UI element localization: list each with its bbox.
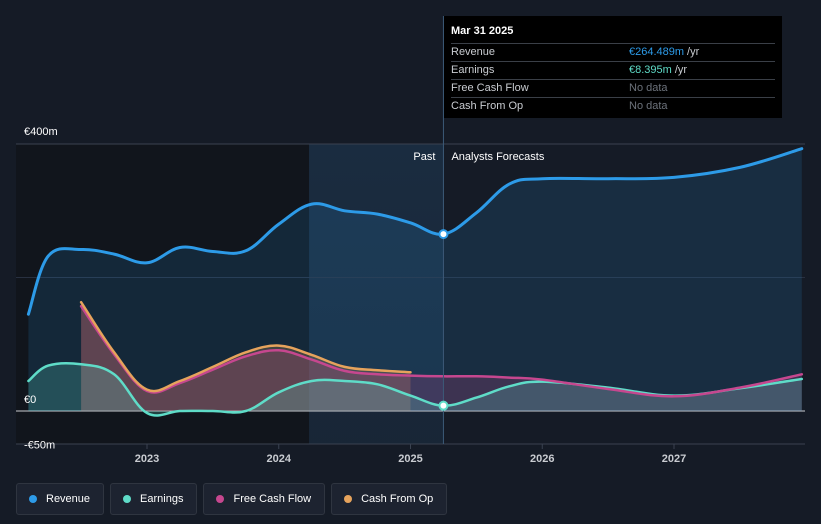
tooltip-panel: Mar 31 2025 Revenue €264.489m /yr Earnin… [444, 16, 782, 118]
tooltip-row-revenue: Revenue €264.489m /yr [451, 43, 775, 61]
tooltip-label: Earnings [451, 64, 495, 76]
tooltip-unit: /yr [674, 64, 688, 76]
legend-item-cash-from-op[interactable]: Cash From Op [331, 483, 448, 515]
tooltip-label: Revenue [451, 46, 496, 58]
x-tick-label: 2023 [135, 453, 159, 465]
free-cash-flow-line [79, 304, 804, 398]
legend-label: Revenue [46, 493, 91, 505]
x-tick-label: 2026 [530, 453, 554, 465]
tooltip-value: €8.395m [629, 64, 672, 76]
revenue-highlight-point [438, 229, 449, 240]
tooltip-value: €264.489m [629, 46, 685, 58]
revenue-area [28, 148, 802, 411]
past-highlight-band [309, 144, 444, 444]
tooltip-unit: /yr [687, 46, 700, 58]
legend-dot-icon [29, 495, 37, 503]
x-axis-labels: 2023 2024 2025 2026 2027 [135, 444, 686, 465]
tooltip-label: Cash From Op [451, 100, 524, 112]
y-axis-labels: €400m €0 -€50m [24, 126, 58, 451]
x-tick-label: 2027 [662, 453, 686, 465]
x-tick-label: 2025 [398, 453, 422, 465]
past-label: Past [413, 151, 435, 163]
tooltip-value: No data [629, 100, 668, 112]
forecast-label: Analysts Forecasts [451, 151, 544, 163]
legend-item-revenue[interactable]: Revenue [16, 483, 105, 515]
legend-label: Free Cash Flow [233, 493, 312, 505]
legend-label: Earnings [140, 493, 184, 505]
chart-legend: Revenue Earnings Free Cash Flow Cash Fro… [16, 483, 448, 515]
x-tick-label: 2024 [267, 453, 292, 465]
cash-from-op-line [79, 300, 412, 393]
tooltip-label: Free Cash Flow [451, 82, 529, 94]
earnings-area [28, 363, 802, 416]
revenue-line [26, 147, 804, 316]
legend-dot-icon [344, 495, 353, 503]
tooltip-row-free-cash-flow: Free Cash Flow No data [451, 79, 775, 97]
free-cash-flow-area [81, 306, 802, 411]
y-tick-label: €400m [24, 126, 58, 138]
y-tick-label: -€50m [24, 439, 55, 451]
legend-item-free-cash-flow[interactable]: Free Cash Flow [203, 483, 326, 515]
legend-dot-icon [123, 495, 132, 503]
plot-background-history [16, 144, 310, 444]
legend-label: Cash From Op [361, 493, 434, 505]
tooltip-row-cash-from-op: Cash From Op No data [451, 97, 775, 115]
series-lines [26, 147, 804, 417]
legend-item-earnings[interactable]: Earnings [110, 483, 198, 515]
tooltip-row-earnings: Earnings €8.395m /yr [451, 61, 775, 79]
y-tick-label: €0 [24, 394, 36, 406]
highlight-markers [438, 229, 449, 411]
tooltip-value: No data [629, 82, 668, 94]
legend-dot-icon [216, 495, 225, 503]
tooltip-date: Mar 31 2025 [451, 25, 514, 37]
earnings-highlight-point [438, 400, 449, 411]
